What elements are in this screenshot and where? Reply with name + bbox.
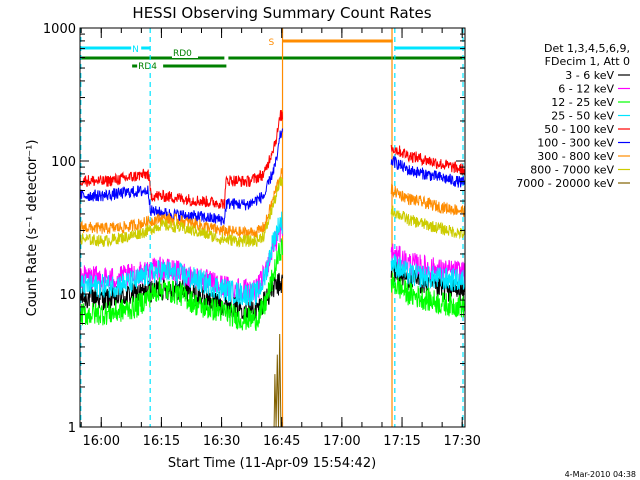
legend-entry-label: 3 - 6 keV xyxy=(565,69,614,82)
x-axis: 16:00 16:15 16:30 16:45 17:00 17:15 17:30 xyxy=(80,28,481,449)
series-line xyxy=(79,128,466,226)
legend-entry-label: 50 - 100 keV xyxy=(544,123,614,136)
y-tick-label: 10 xyxy=(59,288,76,303)
legend-entry-label: 100 - 300 keV xyxy=(537,137,614,150)
series-line xyxy=(79,109,466,209)
y-tick-label: 1 xyxy=(68,421,76,436)
x-axis-label: Start Time (11-Apr-09 15:54:42) xyxy=(168,456,376,471)
chart-title: HESSI Observing Summary Count Rates xyxy=(132,4,431,22)
flag-label-bg xyxy=(172,47,198,58)
flag-label: N xyxy=(132,45,139,55)
flag-label-bg xyxy=(131,43,142,54)
y-tick-label: 100 xyxy=(51,155,76,170)
flag-label: S xyxy=(269,38,275,48)
legend-entry-label: 25 - 50 keV xyxy=(551,110,614,123)
series-line xyxy=(79,168,466,240)
legend-header-line: Det 1,3,4,5,6,9, xyxy=(544,42,630,55)
flag-label-bg xyxy=(267,36,278,47)
y-tick-label: 1000 xyxy=(43,22,76,37)
legend-entry-label: 300 - 800 keV xyxy=(537,150,614,163)
legend-entry-label: 7000 - 20000 keV xyxy=(516,177,614,190)
flag-label: RD4 xyxy=(138,62,157,72)
legend-entry-label: 6 - 12 keV xyxy=(558,83,614,96)
x-tick-label: 17:30 xyxy=(443,434,480,449)
legend-entry-label: 800 - 7000 keV xyxy=(530,164,614,177)
flag-label: RD0 xyxy=(173,49,192,59)
plot-frame xyxy=(79,27,466,428)
x-tick-label: 16:00 xyxy=(83,434,120,449)
y-axis: 1 10 100 1000 xyxy=(43,22,465,436)
series-lines xyxy=(79,109,466,428)
series-line xyxy=(79,177,466,248)
x-tick-label: 16:30 xyxy=(203,434,240,449)
series-line xyxy=(273,333,282,428)
footer-timestamp: 4-Mar-2010 04:38 xyxy=(565,470,636,479)
x-tick-label: 16:45 xyxy=(263,434,300,449)
x-tick-label: 16:15 xyxy=(143,434,180,449)
series-line xyxy=(79,211,466,306)
legend-header-line: FDecim 1, Att 0 xyxy=(545,55,630,68)
series-line xyxy=(79,238,466,332)
x-tick-label: 17:00 xyxy=(323,434,360,449)
y-axis-label: Count Rate (s⁻¹ detector⁻¹) xyxy=(25,140,40,317)
legend-entry-label: 12 - 25 keV xyxy=(551,96,614,109)
legend: Det 1,3,4,5,6,9,FDecim 1, Att 03 - 6 keV… xyxy=(516,42,630,190)
x-tick-label: 17:15 xyxy=(383,434,420,449)
